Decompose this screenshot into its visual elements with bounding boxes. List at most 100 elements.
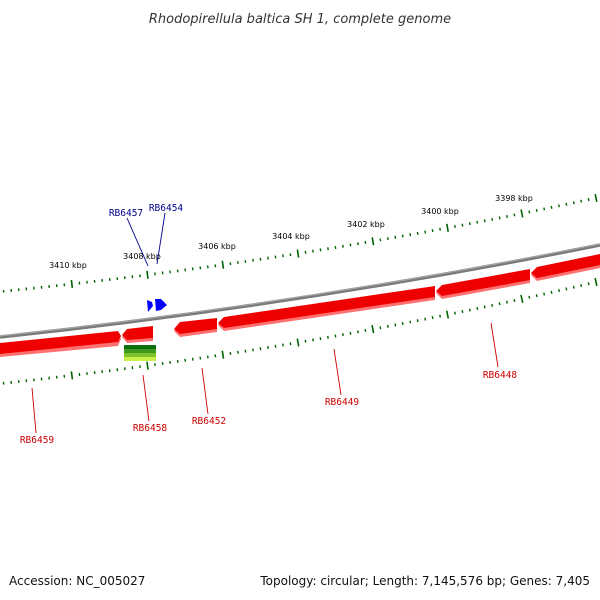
gene-arrow-rb6448[interactable] <box>436 269 530 299</box>
outer-scale-major-tick <box>70 279 74 288</box>
inner-scale-minor-tick <box>558 289 560 293</box>
outer-scale-minor-tick <box>468 222 471 226</box>
inner-scale-minor-tick <box>535 294 538 298</box>
feature-bar-1 <box>124 345 156 349</box>
inner-scale-major-tick <box>594 277 598 287</box>
outer-scale-minor-tick <box>357 242 359 246</box>
gene-labels: RB6459 RB6458 RB6457 RB6454 RB6452 RB644… <box>20 203 518 446</box>
leader-rb6458 <box>142 374 150 422</box>
gene-label-rb6448[interactable]: RB6448 <box>483 370 518 381</box>
inner-scale-minor-tick <box>431 316 434 320</box>
tick-label-3404: 3404 kbp <box>272 232 310 241</box>
scale-labels: 3410 kbp 3408 kbp 3406 kbp 3404 kbp 3402… <box>49 194 533 270</box>
outer-scale-minor-tick <box>550 205 553 209</box>
outer-scale-minor-tick <box>572 201 575 205</box>
leader-rb6454 <box>156 212 166 265</box>
outer-scale-major-tick <box>146 270 149 279</box>
outer-scale-minor-tick <box>386 237 389 241</box>
outer-scale-minor-tick <box>349 243 352 247</box>
inner-scale-major-tick <box>445 310 450 319</box>
leader-rb6457 <box>126 217 149 267</box>
gene-arrow-rb6449[interactable] <box>218 286 435 331</box>
outer-scale-major-tick <box>446 223 449 232</box>
inner-scale-minor-tick <box>483 305 486 309</box>
inner-scale-minor-tick <box>252 348 254 352</box>
inner-scale-minor-tick <box>259 347 262 351</box>
feature-stack <box>124 345 156 361</box>
outer-scale-minor-tick <box>565 202 568 206</box>
gene-label-rb6452[interactable]: RB6452 <box>192 416 226 427</box>
outer-scale-minor-tick <box>461 223 464 227</box>
inner-scale-minor-tick <box>461 310 464 314</box>
inner-scale-major-tick <box>371 325 375 334</box>
gene-label-rb6454[interactable]: RB6454 <box>149 203 184 214</box>
gene-label-rb6449[interactable]: RB6449 <box>325 397 360 408</box>
outer-scale-minor-tick <box>498 216 501 220</box>
outer-scale-major-tick <box>594 193 598 203</box>
inner-scale-minor-tick <box>409 320 412 324</box>
inner-scale-minor-tick <box>334 334 337 338</box>
tick-label-3402: 3402 kbp <box>347 220 385 229</box>
outer-scale-minor-tick <box>394 235 397 239</box>
inner-scale-minor-tick <box>468 308 471 312</box>
inner-scale-minor-tick <box>401 321 404 326</box>
inner-scale-minor-tick <box>491 303 494 307</box>
inner-scale-minor-tick <box>498 302 501 306</box>
outer-scale-major-tick <box>520 209 524 218</box>
inner-scale-minor-tick <box>416 319 419 323</box>
leader-rb6452 <box>201 367 209 415</box>
inner-scale-minor-tick <box>550 290 553 294</box>
leader-rb6459 <box>31 387 37 434</box>
inner-scale-minor-tick <box>506 300 508 304</box>
outer-scale-minor-tick <box>401 234 404 238</box>
outer-scale-minor-tick <box>439 227 441 231</box>
inner-scale-major-tick <box>520 294 524 303</box>
inner-scale-minor-tick <box>214 354 217 358</box>
tick-label-3406: 3406 kbp <box>198 242 236 251</box>
outer-scale-minor-tick <box>483 219 486 223</box>
leader-rb6449 <box>333 348 342 396</box>
tick-label-3398: 3398 kbp <box>495 194 533 203</box>
gene-label-rb6459[interactable]: RB6459 <box>20 435 55 446</box>
inner-scale-minor-tick <box>357 330 359 334</box>
inner-scale-minor-tick <box>244 349 247 353</box>
outer-scale-minor-tick <box>580 199 583 203</box>
gene-arrow-rb6457[interactable] <box>147 300 153 312</box>
inner-scale-minor-tick <box>342 333 344 337</box>
outer-scale-minor-tick <box>528 210 531 214</box>
genome-backbone-highlight <box>0 243 600 337</box>
gene-arrow-rb6459[interactable] <box>0 331 121 357</box>
scale-ticks <box>2 193 598 385</box>
feature-bar-4 <box>124 357 156 361</box>
outer-scale-minor-tick <box>513 213 516 217</box>
inner-scale-minor-tick <box>454 311 456 315</box>
inner-scale-major-tick <box>70 371 74 380</box>
inner-scale-minor-tick <box>379 326 382 330</box>
inner-scale-minor-tick <box>572 285 575 289</box>
feature-bar-3 <box>124 353 156 357</box>
gene-arrow-rb6454[interactable] <box>155 299 167 311</box>
outer-scale-minor-tick <box>409 233 412 237</box>
outer-scale-minor-tick <box>416 231 419 235</box>
gene-label-rb6457[interactable]: RB6457 <box>109 208 143 219</box>
outer-scale-minor-tick <box>379 238 382 242</box>
gene-label-rb6458[interactable]: RB6458 <box>133 423 168 434</box>
forward-strand-genes <box>147 299 167 312</box>
outer-scale-minor-tick <box>587 198 590 202</box>
feature-bar-2 <box>124 349 156 353</box>
inner-scale-minor-tick <box>386 324 389 328</box>
gene-arrow-rb6452[interactable] <box>174 318 217 337</box>
tick-label-3400: 3400 kbp <box>421 207 459 216</box>
outer-scale-minor-tick <box>476 220 479 224</box>
gene-arrow-offpage[interactable] <box>531 254 600 281</box>
inner-scale-minor-tick <box>528 295 531 299</box>
outer-scale-minor-tick <box>491 217 494 221</box>
outer-scale-minor-tick <box>431 229 434 233</box>
reverse-strand-genes <box>0 254 600 357</box>
gene-arrow-rb6458[interactable] <box>122 326 153 343</box>
outer-scale-major-tick <box>371 237 375 246</box>
tick-label-3408: 3408 kbp <box>123 252 161 261</box>
inner-scale-major-tick <box>146 361 149 370</box>
gene-label-leaders <box>31 212 499 434</box>
